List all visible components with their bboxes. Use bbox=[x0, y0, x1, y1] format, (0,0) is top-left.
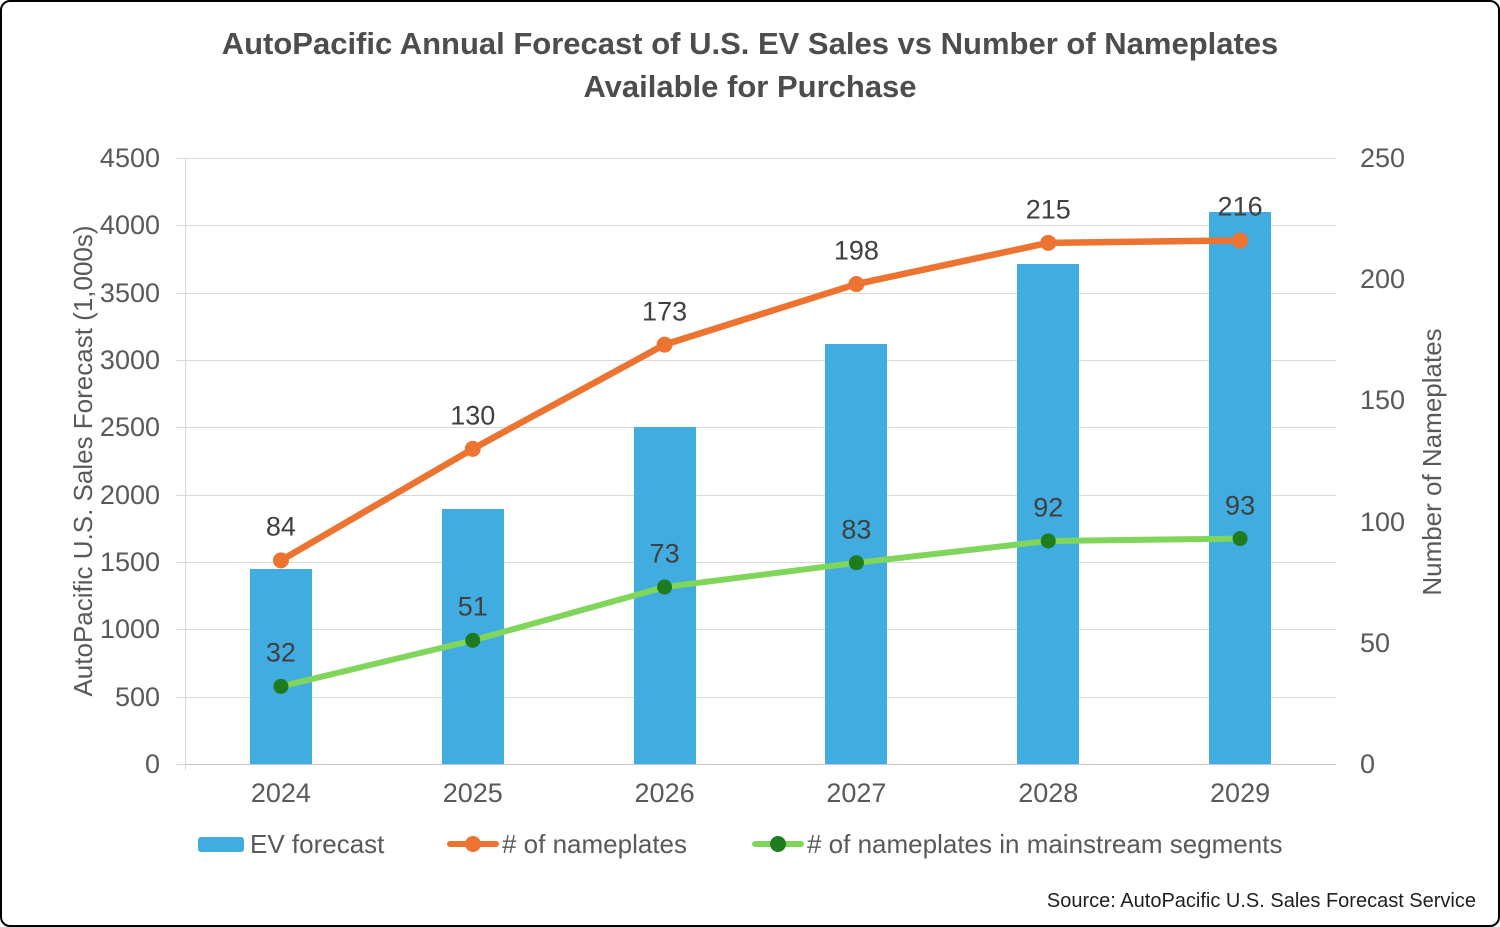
left-tick-label: 4500 bbox=[99, 143, 160, 173]
gridline bbox=[185, 562, 1336, 563]
gridline bbox=[185, 696, 1336, 698]
data-label: 198 bbox=[833, 235, 879, 266]
data-label: 173 bbox=[642, 296, 688, 327]
left-axis-tick bbox=[176, 562, 185, 563]
left-tick-label: 1500 bbox=[99, 547, 160, 577]
data-label: 215 bbox=[1025, 194, 1071, 225]
line-mainstream-nameplates bbox=[277, 535, 1244, 690]
point-2025 bbox=[464, 440, 481, 457]
gridline bbox=[185, 427, 1336, 429]
gridline bbox=[185, 629, 1336, 631]
x-label-2028: 2028 bbox=[1018, 778, 1079, 808]
right-tick-label: 50 bbox=[1360, 627, 1391, 658]
data-label: 92 bbox=[1033, 492, 1064, 523]
left-axis-line bbox=[185, 158, 186, 770]
left-axis-tick bbox=[176, 360, 185, 361]
legend-item-mainstream-nameplates: # of nameplates in mainstream segments bbox=[752, 829, 1282, 859]
line-series-layer bbox=[272, 232, 1249, 694]
x-label-2025: 2025 bbox=[442, 778, 503, 808]
right-tick-label: 250 bbox=[1360, 143, 1406, 173]
point-2025 bbox=[465, 632, 481, 648]
point-2027 bbox=[848, 276, 865, 293]
left-axis-tick bbox=[176, 292, 185, 294]
left-tick-label: 2500 bbox=[99, 412, 160, 443]
x-label-2024: 2024 bbox=[250, 778, 311, 808]
left-tick-label: 4000 bbox=[99, 210, 160, 241]
point-2026 bbox=[657, 579, 673, 595]
data-label: 73 bbox=[649, 538, 680, 569]
data-label: 84 bbox=[265, 511, 296, 542]
gridline bbox=[185, 225, 1336, 227]
bar-2024 bbox=[249, 568, 312, 764]
left-axis-title: AutoPacific U.S. Sales Forecast (1,000s) bbox=[68, 225, 98, 697]
x-label-2029: 2029 bbox=[1210, 778, 1271, 808]
x-label-2027: 2027 bbox=[826, 778, 887, 808]
gridline bbox=[185, 360, 1336, 361]
right-tick-label: 150 bbox=[1360, 385, 1406, 416]
gridline bbox=[185, 494, 1336, 496]
right-tick-label: 200 bbox=[1360, 264, 1406, 295]
gridline bbox=[185, 158, 1336, 159]
legend-label: # of nameplates bbox=[502, 828, 688, 859]
legend-label: # of nameplates in mainstream segments bbox=[807, 828, 1283, 859]
left-axis-tick bbox=[176, 427, 185, 429]
data-label: 32 bbox=[265, 637, 296, 668]
left-tick-label: 500 bbox=[114, 681, 160, 712]
plot-area: 84 130 173 198 215 216 32 51 73 83 92 93 bbox=[176, 158, 1336, 770]
legend-dot bbox=[770, 836, 786, 852]
left-axis-tick bbox=[176, 764, 185, 765]
left-axis-tick bbox=[176, 629, 185, 631]
data-label: 130 bbox=[450, 400, 496, 431]
data-label: 216 bbox=[1217, 191, 1263, 222]
point-2029 bbox=[1232, 232, 1249, 249]
chart-title-line-2: Available for Purchase bbox=[583, 69, 917, 104]
gridline bbox=[185, 292, 1336, 294]
left-axis-tick bbox=[176, 225, 185, 227]
left-axis-tick bbox=[176, 494, 185, 496]
left-tick-label: 2000 bbox=[99, 479, 160, 510]
point-2024 bbox=[273, 678, 289, 694]
chart-title: AutoPacific Annual Forecast of U.S. EV S… bbox=[2, 22, 1498, 108]
source-note: Source: AutoPacific U.S. Sales Forecast … bbox=[1046, 890, 1476, 912]
point-2028 bbox=[1040, 533, 1056, 549]
right-axis-title: Number of Nameplates bbox=[1417, 328, 1447, 596]
left-axis-tick bbox=[176, 158, 185, 159]
legend-bar-swatch bbox=[198, 836, 244, 852]
point-2026 bbox=[656, 336, 673, 353]
bar-2028 bbox=[1017, 264, 1080, 764]
x-label-2026: 2026 bbox=[634, 778, 695, 808]
legend-dot bbox=[465, 836, 481, 852]
legend-label: EV forecast bbox=[250, 828, 385, 859]
point-2028 bbox=[1040, 234, 1057, 251]
point-2029 bbox=[1232, 531, 1248, 547]
right-tick-label: 100 bbox=[1360, 506, 1406, 537]
bar-2027 bbox=[825, 343, 888, 764]
left-tick-label: 3500 bbox=[99, 277, 160, 308]
legend-line-marker bbox=[447, 835, 499, 853]
data-label: 93 bbox=[1225, 490, 1256, 521]
left-tick-label: 1000 bbox=[99, 614, 160, 645]
data-label: 83 bbox=[841, 514, 872, 545]
bar-2029 bbox=[1209, 211, 1272, 764]
point-2024 bbox=[272, 552, 289, 569]
point-2027 bbox=[848, 555, 864, 571]
left-tick-label: 3000 bbox=[99, 345, 160, 375]
gridline bbox=[185, 764, 1336, 765]
chart-title-line-1: AutoPacific Annual Forecast of U.S. EV S… bbox=[221, 26, 1279, 61]
data-label: 51 bbox=[457, 591, 488, 622]
left-axis-tick bbox=[176, 696, 185, 698]
line-nameplates bbox=[277, 237, 1244, 564]
right-tick-label: 0 bbox=[1360, 749, 1376, 779]
legend-item-nameplates: # of nameplates bbox=[447, 829, 687, 859]
legend-line-marker bbox=[752, 835, 804, 853]
left-tick-label: 0 bbox=[144, 749, 160, 779]
legend-item-ev-forecast: EV forecast bbox=[198, 829, 384, 859]
